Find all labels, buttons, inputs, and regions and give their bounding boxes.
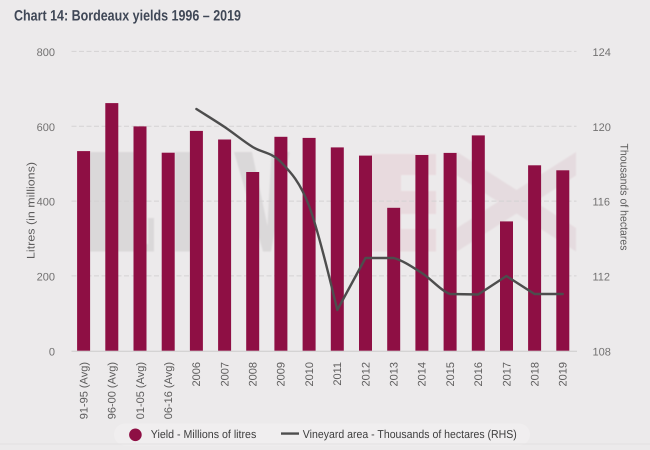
svg-text:2017: 2017	[501, 362, 513, 386]
svg-text:2008: 2008	[248, 362, 260, 386]
svg-text:96-00 (Avg): 96-00 (Avg)	[107, 362, 119, 419]
svg-text:400: 400	[37, 197, 55, 209]
svg-text:2019: 2019	[558, 362, 570, 386]
svg-text:2007: 2007	[219, 362, 231, 386]
svg-text:600: 600	[37, 122, 55, 134]
svg-text:2010: 2010	[304, 362, 316, 386]
svg-text:Litres (in millions): Litres (in millions)	[26, 162, 38, 259]
svg-text:Vineyard area - Thousands of h: Vineyard area - Thousands of hectares (R…	[303, 429, 517, 441]
svg-text:112: 112	[593, 272, 611, 284]
svg-text:91-95 (Avg): 91-95 (Avg)	[78, 362, 90, 419]
svg-text:0: 0	[49, 346, 55, 358]
svg-text:Chart 14: Bordeaux yields 1996: Chart 14: Bordeaux yields 1996 – 2019	[14, 8, 241, 25]
svg-text:2011: 2011	[332, 362, 344, 386]
svg-text:2015: 2015	[445, 362, 457, 386]
svg-text:06-16 (Avg): 06-16 (Avg)	[163, 362, 175, 419]
svg-text:Thousands of hectares: Thousands of hectares	[618, 144, 630, 251]
svg-text:2014: 2014	[417, 362, 429, 386]
svg-text:116: 116	[593, 197, 611, 209]
svg-text:2016: 2016	[473, 362, 485, 386]
svg-text:01-05 (Avg): 01-05 (Avg)	[135, 362, 147, 419]
svg-text:800: 800	[37, 47, 55, 59]
svg-text:2006: 2006	[191, 362, 203, 386]
svg-text:120: 120	[593, 122, 611, 134]
svg-text:124: 124	[593, 47, 611, 59]
svg-text:2013: 2013	[389, 362, 401, 386]
svg-text:2018: 2018	[529, 362, 541, 386]
svg-text:2009: 2009	[276, 362, 288, 386]
svg-text:2012: 2012	[360, 362, 372, 386]
svg-text:200: 200	[37, 272, 55, 284]
svg-text:Yield - Millions of litres: Yield - Millions of litres	[151, 429, 257, 441]
svg-text:108: 108	[593, 346, 611, 358]
